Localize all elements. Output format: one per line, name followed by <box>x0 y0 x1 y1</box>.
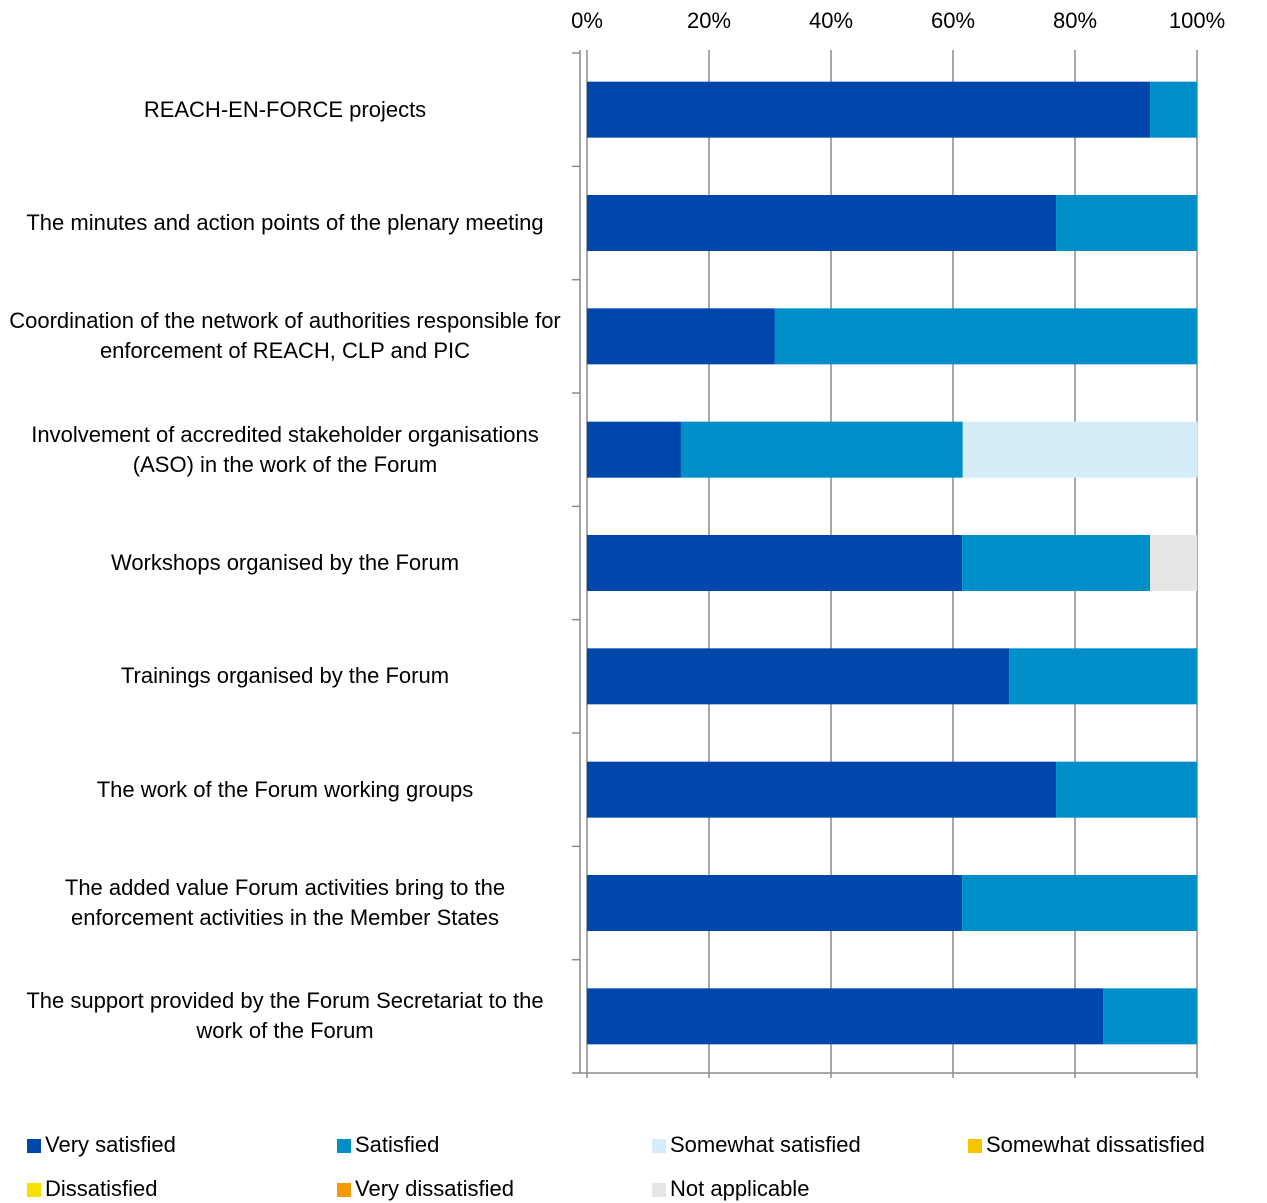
category-label: The work of the Forum working groups <box>96 776 474 802</box>
bar-segment <box>1150 535 1197 591</box>
bar-segment <box>1009 648 1197 705</box>
legend-label: Very satisfied <box>45 1132 176 1157</box>
x-tick-label: 80% <box>1053 8 1097 33</box>
legend-swatch <box>337 1183 351 1197</box>
category-label: Coordination of the network of authoriti… <box>9 308 561 364</box>
bar-segment <box>587 421 681 478</box>
category-label: Involvement of accredited stakeholder or… <box>31 421 539 477</box>
bar-segment <box>587 195 1057 251</box>
legend-swatch <box>337 1139 351 1153</box>
legend-label: Satisfied <box>355 1132 439 1157</box>
legend-label: Dissatisfied <box>45 1176 157 1201</box>
legend-swatch <box>27 1183 41 1197</box>
category-label: Trainings organised by the Forum <box>120 663 450 689</box>
bar-segment <box>1150 81 1197 138</box>
legend-label: Not applicable <box>670 1176 809 1201</box>
category-label: The minutes and action points of the ple… <box>26 210 544 235</box>
bar-segment <box>587 535 963 591</box>
bar-segment <box>587 648 1010 705</box>
bar-segment <box>962 875 1197 931</box>
legend-label: Very dissatisfied <box>355 1176 514 1201</box>
legend-label: Somewhat dissatisfied <box>986 1132 1205 1157</box>
legend-swatch <box>652 1183 666 1197</box>
x-tick-label: 100% <box>1169 8 1225 33</box>
category-label: REACH-EN-FORCE projects <box>143 96 427 122</box>
bar-segment <box>587 308 775 365</box>
bar-segment <box>962 535 1151 591</box>
bar-segment <box>587 81 1151 138</box>
bar-segment <box>587 875 963 931</box>
bar-segment <box>587 988 1104 1045</box>
bar-segment <box>1056 195 1197 251</box>
legend-swatch <box>968 1139 982 1153</box>
x-tick-label: 0% <box>571 8 603 33</box>
category-label: The added value Forum activities bring t… <box>64 875 506 930</box>
bar-segment <box>962 421 1198 478</box>
x-tick-label: 60% <box>931 8 975 33</box>
x-tick-label: 20% <box>687 8 731 33</box>
x-tick-label: 40% <box>809 8 853 33</box>
category-label: The support provided by the Forum Secret… <box>26 988 544 1044</box>
bar-segment <box>1056 761 1197 818</box>
legend-swatch <box>652 1139 666 1153</box>
bar-segment <box>587 761 1057 818</box>
bar-segment <box>1103 988 1197 1045</box>
bar-segment <box>774 308 1197 365</box>
bar-segment <box>680 421 963 478</box>
category-label: Workshops organised by the Forum <box>110 550 460 575</box>
legend-label: Somewhat satisfied <box>670 1132 861 1157</box>
legend-swatch <box>27 1139 41 1153</box>
